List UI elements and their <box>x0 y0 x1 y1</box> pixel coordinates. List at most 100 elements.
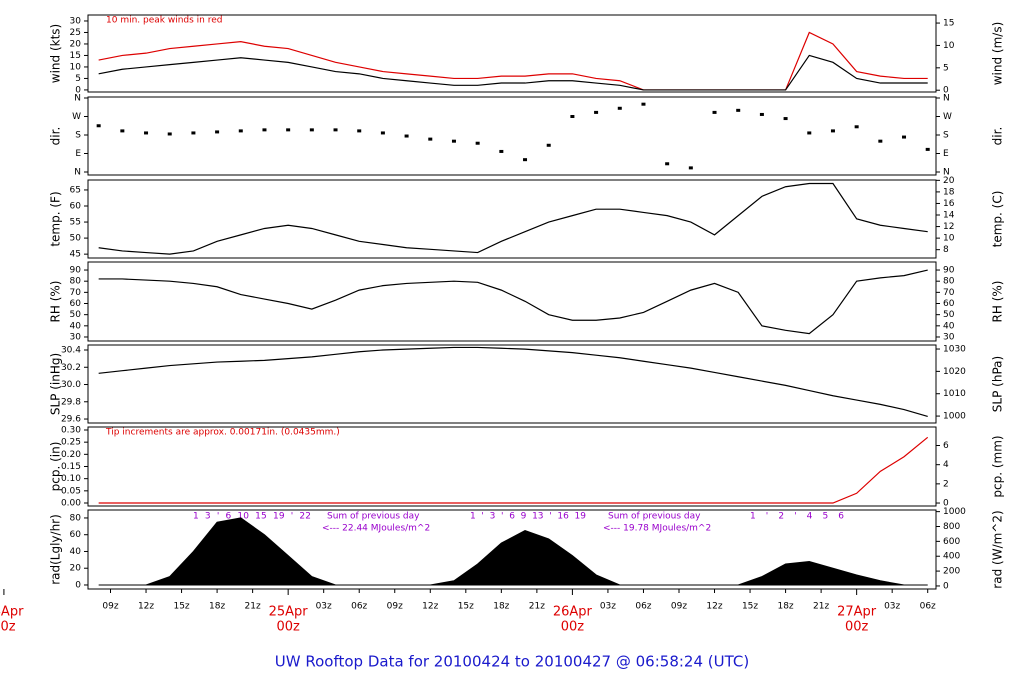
y-tick-label: 0 <box>75 580 81 590</box>
y-tick-label: 0.15 <box>61 462 81 472</box>
y-tick-label: 20 <box>70 564 82 574</box>
y-tick-label: E <box>75 149 81 159</box>
y-tick-label: 30.4 <box>61 346 81 356</box>
y2-axis-label: pcp. (mm) <box>991 435 1005 497</box>
data-point <box>546 143 551 147</box>
panel-frame <box>87 426 937 507</box>
x-tick-label: 18z <box>209 602 225 612</box>
rad-sum-value: <--- 19.78 MJoules/m^2 <box>603 524 711 534</box>
x-tick-label: 12z <box>706 602 722 612</box>
y-tick-label: 0.25 <box>61 438 81 448</box>
panel-frame <box>87 509 937 590</box>
y-axis-label: RH (%) <box>49 281 63 323</box>
y-tick-label: 60 <box>70 299 82 309</box>
y-tick-label: 30.0 <box>61 380 81 390</box>
y-axis-label: SLP (inHg) <box>49 353 63 415</box>
page-title: UW Rooftop Data for 20100424 to 20100427… <box>275 653 749 671</box>
y-tick-label: 29.8 <box>61 397 81 407</box>
data-point <box>807 131 812 135</box>
x-tick-label: 09z <box>102 602 118 612</box>
y-tick-label: N <box>74 167 81 177</box>
rad-sum-value: <--- 22.44 MJoules/m^2 <box>322 524 430 534</box>
y-tick-label: 0 <box>943 581 949 591</box>
x-day-label: 00z <box>845 620 869 635</box>
y-tick-label: 60 <box>943 299 955 309</box>
x-tick-label: 03z <box>600 602 616 612</box>
data-point <box>191 131 196 135</box>
y-tick-label: 40 <box>943 321 955 331</box>
y-axis-label: wind (kts) <box>49 24 63 83</box>
y-tick-label: 40 <box>70 321 82 331</box>
y-tick-label: 5 <box>75 74 81 84</box>
y-tick-label: 0 <box>943 499 949 509</box>
y-tick-label: 80 <box>70 277 82 287</box>
data-point <box>878 139 883 143</box>
x-tick-label: 06z <box>635 602 651 612</box>
rad-hours: 1 3 ' 6 10 15 19 ' 22 <box>193 512 311 522</box>
x-tick-label: 15z <box>458 602 474 612</box>
y-tick-label: 6 <box>943 441 949 451</box>
data-point <box>759 112 764 116</box>
y-tick-label: 30 <box>70 332 82 342</box>
panel-frame <box>87 14 937 93</box>
data-point <box>783 117 788 121</box>
data-point <box>523 158 528 162</box>
data-point <box>238 129 243 133</box>
y2-axis-label: RH (%) <box>991 281 1005 323</box>
y-tick-label: W <box>72 112 81 122</box>
y-tick-label: N <box>74 94 81 104</box>
x-tick-label: 18z <box>777 602 793 612</box>
y-tick-label: 50 <box>70 234 82 244</box>
rad-hours: 1 ' 2 ' 4 5 6 <box>750 512 844 522</box>
y-tick-label: N <box>943 167 950 177</box>
data-line <box>98 269 928 335</box>
y-tick-label: S <box>75 131 81 141</box>
data-point <box>665 162 670 166</box>
y-tick-label: 0.30 <box>61 425 81 435</box>
y-tick-label: E <box>943 149 949 159</box>
data-point <box>144 131 149 135</box>
y-tick-label: 50 <box>943 310 955 320</box>
y-tick-label: 29.6 <box>61 415 81 425</box>
data-line <box>98 436 929 504</box>
y-tick-label: 600 <box>943 537 960 547</box>
data-point <box>333 128 338 132</box>
y-tick-label: 1020 <box>943 367 966 377</box>
y-axis-label: pcp. (in) <box>49 442 63 492</box>
rad-sum-label: Sum of previous day <box>608 512 701 522</box>
x-tick-label: 18z <box>493 602 509 612</box>
data-point <box>499 149 504 153</box>
y-tick-label: 12 <box>943 222 954 232</box>
y-tick-label: 90 <box>70 266 82 276</box>
x-tick-label: 03z <box>884 602 900 612</box>
y-tick-label: 30 <box>943 332 955 342</box>
data-point <box>617 106 622 110</box>
y-tick-label: 25 <box>70 28 81 38</box>
y-tick-label: 4 <box>943 460 949 470</box>
x-day-label: 26Apr <box>553 605 593 620</box>
y2-axis-label: rad (W/m^2) <box>991 510 1005 588</box>
y-tick-label: 65 <box>70 185 81 195</box>
y-tick-label: 0 <box>943 86 949 96</box>
x-tick-label: 06z <box>920 602 936 612</box>
panel-frame <box>87 344 937 424</box>
y-tick-label: 20 <box>70 39 82 49</box>
annotation: 10 min. peak winds in red <box>106 16 223 26</box>
y-tick-label: S <box>943 131 949 141</box>
data-point <box>428 137 433 141</box>
y-tick-label: 15 <box>943 19 954 29</box>
y-tick-label: 55 <box>70 218 81 228</box>
y2-axis-label: dir. <box>991 127 1005 146</box>
rad-sum-label: Sum of previous day <box>327 512 420 522</box>
data-point <box>688 166 693 170</box>
data-point <box>286 128 291 132</box>
data-point <box>570 115 575 119</box>
data-point <box>594 110 599 114</box>
y-tick-label: 10 <box>943 234 955 244</box>
x-tick-label: 21z <box>813 602 829 612</box>
data-point <box>925 147 930 151</box>
y-axis-label: rad(Lgly/hr) <box>49 514 63 585</box>
x-tick-label: 09z <box>671 602 687 612</box>
y-tick-label: 5 <box>943 63 949 73</box>
x-day-label: 00z <box>561 620 585 635</box>
